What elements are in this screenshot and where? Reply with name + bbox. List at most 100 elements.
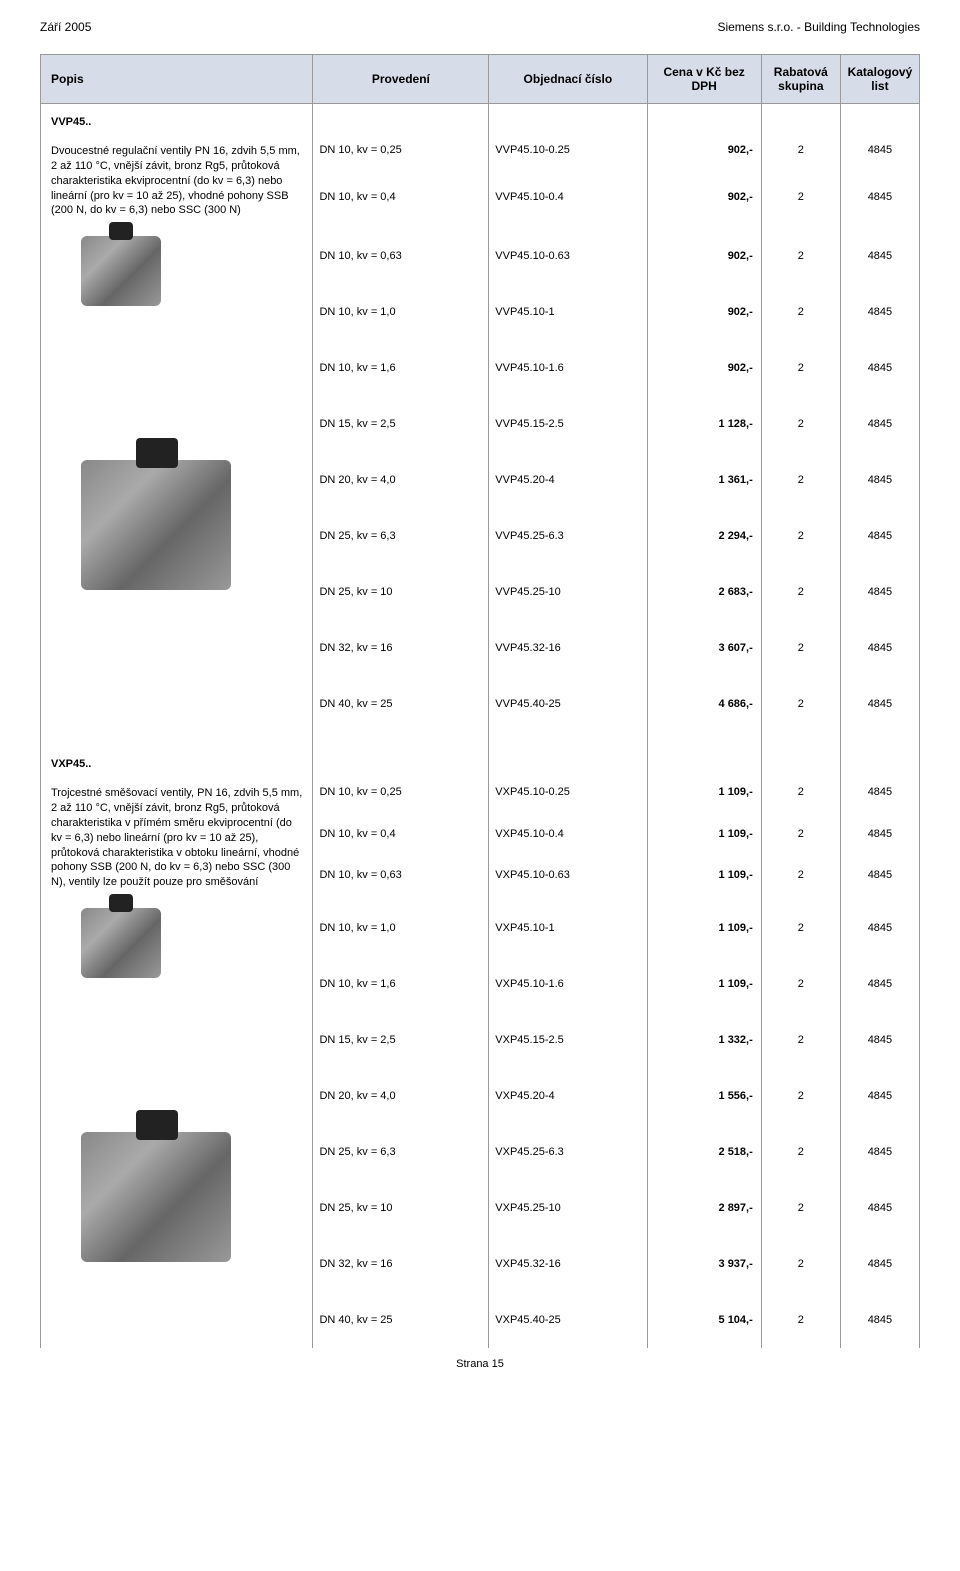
empty-cell: [489, 746, 647, 776]
section-code: VVP45..: [41, 104, 313, 135]
cell-objednaci: VVP45.25-10: [489, 564, 647, 620]
col-katalog: Katalogový list: [840, 55, 919, 104]
cell-objednaci: VXP45.25-6.3: [489, 1124, 647, 1180]
table-row: DN 15, kv = 2,5VXP45.15-2.51 332,-24845: [41, 1012, 920, 1068]
cell-katalog: 4845: [840, 228, 919, 284]
cell-rabat: 2: [761, 134, 840, 181]
cell-katalog: 4845: [840, 1124, 919, 1180]
cell-objednaci: VVP45.20-4: [489, 452, 647, 508]
table-row: DN 10, kv = 1,0VXP45.10-11 109,-24845: [41, 900, 920, 956]
page-footer: Strana 15: [40, 1358, 920, 1370]
cell-provedeni: DN 10, kv = 0,25: [313, 776, 489, 817]
cell-rabat: 2: [761, 284, 840, 340]
cell-rabat: 2: [761, 956, 840, 1012]
cell-provedeni: DN 10, kv = 1,6: [313, 956, 489, 1012]
cell-rabat: 2: [761, 340, 840, 396]
cell-objednaci: VXP45.10-1.6: [489, 956, 647, 1012]
col-cena: Cena v Kč bez DPH: [647, 55, 761, 104]
page-header: Září 2005 Siemens s.r.o. - Building Tech…: [40, 20, 920, 34]
cell-objednaci: VVP45.10-1: [489, 284, 647, 340]
cell-objednaci: VVP45.10-0.25: [489, 134, 647, 181]
valve-product-image: [81, 236, 161, 306]
cell-cena: 1 109,-: [647, 818, 761, 859]
section-code: VXP45..: [41, 746, 313, 776]
cell-objednaci: VVP45.10-1.6: [489, 340, 647, 396]
cell-katalog: 4845: [840, 776, 919, 817]
empty-cell: [313, 104, 489, 135]
product-image-cell: [41, 452, 313, 732]
cell-katalog: 4845: [840, 956, 919, 1012]
cell-rabat: 2: [761, 776, 840, 817]
cell-katalog: 4845: [840, 134, 919, 181]
cell-rabat: 2: [761, 1180, 840, 1236]
valve-product-image: [81, 460, 231, 590]
col-objednaci: Objednací číslo: [489, 55, 647, 104]
cell-provedeni: DN 40, kv = 25: [313, 1292, 489, 1348]
col-provedeni: Provedení: [313, 55, 489, 104]
cell-objednaci: VXP45.40-25: [489, 1292, 647, 1348]
cell-cena: 4 686,-: [647, 676, 761, 732]
cell-katalog: 4845: [840, 508, 919, 564]
cell-cena: 1 109,-: [647, 859, 761, 900]
header-right: Siemens s.r.o. - Building Technologies: [717, 20, 920, 34]
cell-objednaci: VVP45.10-0.63: [489, 228, 647, 284]
cell-rabat: 2: [761, 818, 840, 859]
cell-katalog: 4845: [840, 1012, 919, 1068]
section-desc: Dvoucestné regulační ventily PN 16, zdvi…: [41, 134, 313, 228]
empty-cell: [41, 732, 313, 746]
cell-rabat: 2: [761, 620, 840, 676]
cell-katalog: 4845: [840, 284, 919, 340]
cell-cena: 902,-: [647, 134, 761, 181]
table-row: Dvoucestné regulační ventily PN 16, zdvi…: [41, 134, 920, 181]
cell-objednaci: VVP45.10-0.4: [489, 181, 647, 228]
cell-objednaci: VXP45.32-16: [489, 1236, 647, 1292]
cell-cena: 902,-: [647, 181, 761, 228]
cell-cena: 1 128,-: [647, 396, 761, 452]
cell-provedeni: DN 10, kv = 0,4: [313, 818, 489, 859]
cell-provedeni: DN 15, kv = 2,5: [313, 396, 489, 452]
section-desc: Trojcestné směšovací ventily, PN 16, zdv…: [41, 776, 313, 900]
cell-katalog: 4845: [840, 1180, 919, 1236]
empty-cell: [489, 104, 647, 135]
cell-provedeni: DN 25, kv = 6,3: [313, 508, 489, 564]
cell-cena: 1 109,-: [647, 956, 761, 1012]
cell-provedeni: DN 25, kv = 10: [313, 1180, 489, 1236]
empty-cell: [313, 732, 489, 746]
cell-katalog: 4845: [840, 900, 919, 956]
cell-rabat: 2: [761, 396, 840, 452]
cell-cena: 1 361,-: [647, 452, 761, 508]
empty-cell: [647, 732, 761, 746]
cell-cena: 3 937,-: [647, 1236, 761, 1292]
cell-cena: 902,-: [647, 284, 761, 340]
cell-objednaci: VXP45.15-2.5: [489, 1012, 647, 1068]
header-left: Září 2005: [40, 20, 91, 34]
cell-objednaci: VVP45.15-2.5: [489, 396, 647, 452]
cell-provedeni: DN 10, kv = 1,6: [313, 340, 489, 396]
empty-cell: [313, 746, 489, 776]
section-code-row: VXP45..: [41, 746, 920, 776]
empty-cell: [761, 746, 840, 776]
empty-cell: [840, 104, 919, 135]
cell-katalog: 4845: [840, 452, 919, 508]
table-row: DN 20, kv = 4,0VVP45.20-41 361,-24845: [41, 452, 920, 508]
cell-cena: 5 104,-: [647, 1292, 761, 1348]
cell-objednaci: VXP45.25-10: [489, 1180, 647, 1236]
product-table: Popis Provedení Objednací číslo Cena v K…: [40, 54, 920, 1348]
cell-provedeni: DN 10, kv = 0,63: [313, 228, 489, 284]
cell-rabat: 2: [761, 1292, 840, 1348]
valve-product-image: [81, 1132, 231, 1262]
cell-rabat: 2: [761, 1236, 840, 1292]
empty-cell: [647, 746, 761, 776]
col-popis: Popis: [41, 55, 313, 104]
table-row: DN 10, kv = 0,63VVP45.10-0.63902,-24845: [41, 228, 920, 284]
cell-objednaci: VXP45.20-4: [489, 1068, 647, 1124]
cell-cena: 902,-: [647, 340, 761, 396]
cell-provedeni: DN 10, kv = 1,0: [313, 284, 489, 340]
cell-katalog: 4845: [840, 181, 919, 228]
cell-cena: 1 109,-: [647, 776, 761, 817]
empty-cell: [489, 732, 647, 746]
cell-provedeni: DN 20, kv = 4,0: [313, 452, 489, 508]
cell-provedeni: DN 40, kv = 25: [313, 676, 489, 732]
cell-provedeni: DN 20, kv = 4,0: [313, 1068, 489, 1124]
empty-cell: [840, 732, 919, 746]
